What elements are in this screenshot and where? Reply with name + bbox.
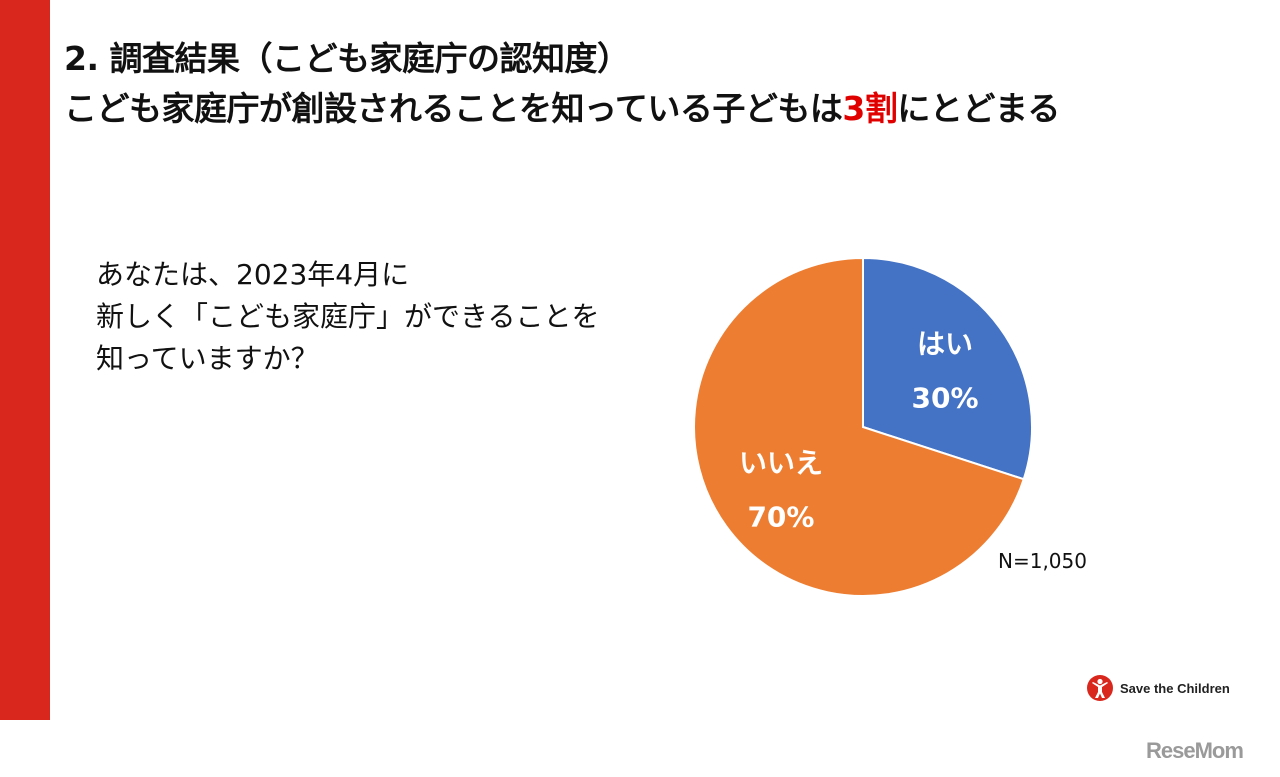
title-line-2-after: にとどまる xyxy=(897,89,1060,128)
pie-slice-yes xyxy=(862,256,1034,481)
question-line-3: 知っていますか？ xyxy=(96,342,319,375)
pie-category-label-no: いいえ xyxy=(739,447,823,480)
question-line-2: 新しく「こども家庭庁」ができることを xyxy=(96,300,600,333)
resemom-watermark: ReseMom xyxy=(1146,738,1244,763)
question-line-1: あなたは、2023年4月に xyxy=(96,258,410,291)
save-the-children-icon xyxy=(1087,675,1113,701)
accent-side-bar xyxy=(0,0,50,720)
pie-slice-no xyxy=(693,256,1025,597)
pie-category-label-yes: はい xyxy=(917,327,973,360)
title-line-2-before: こども家庭庁が創設されることを知っている子どもは xyxy=(64,89,843,128)
sample-size-label: N=1,050 xyxy=(998,549,1087,573)
survey-question: あなたは、2023年4月に 新しく「こども家庭庁」ができることを 知っていますか… xyxy=(96,254,599,380)
save-the-children-logo: Save the Children xyxy=(1086,674,1230,702)
pie-value-label-no: 70% xyxy=(747,501,814,534)
logo-text: Save the Children xyxy=(1120,680,1230,696)
pie-value-label-yes: 30% xyxy=(912,381,979,414)
page-title: 2. 調査結果（こども家庭庁の認知度） こども家庭庁が創設されることを知っている… xyxy=(64,34,1060,134)
title-line-2: こども家庭庁が創設されることを知っている子どもは3割にとどまる xyxy=(64,84,1060,134)
title-line-1: 2. 調査結果（こども家庭庁の認知度） xyxy=(64,39,630,78)
title-highlight: 3割 xyxy=(842,89,898,128)
